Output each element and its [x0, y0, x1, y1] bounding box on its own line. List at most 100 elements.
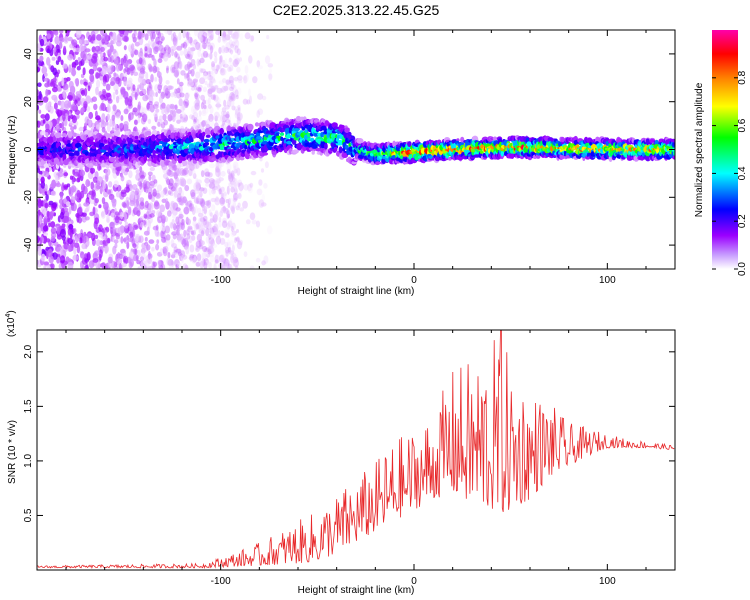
- spectrogram-speckle: [217, 114, 222, 124]
- spectrogram-speckle: [227, 220, 233, 228]
- spectrogram-speckle: [111, 198, 117, 207]
- spectrogram-speckle: [137, 177, 144, 183]
- spectrogram-speckle: [201, 110, 207, 117]
- spectrogram-speckle: [257, 93, 264, 100]
- spectrogram-speckle: [115, 95, 120, 104]
- spectrogram-speckle: [82, 186, 88, 195]
- spectrogram-speckle: [151, 246, 155, 252]
- spectrogram-speckle: [205, 38, 211, 44]
- spectrogram-ridge-cell: [182, 161, 188, 166]
- spectrogram-speckle: [212, 214, 218, 223]
- spectrogram-speckle: [198, 216, 204, 225]
- spectrogram-speckle: [67, 36, 73, 42]
- spectrogram-speckle: [221, 59, 226, 68]
- spectrogram-ridge-core: [557, 147, 560, 150]
- spectrogram-ridge-cell: [105, 152, 110, 157]
- spectrogram-speckle: [87, 85, 91, 92]
- spectrogram-speckle: [197, 193, 203, 202]
- spectrogram-speckle: [260, 202, 267, 207]
- spectrogram-speckle: [191, 255, 197, 264]
- spectrogram-speckle: [125, 186, 130, 193]
- spectrogram-speckle: [124, 221, 129, 229]
- spectrogram-speckle: [46, 48, 50, 54]
- spectrogram-speckle: [228, 174, 234, 183]
- spectrogram-speckle: [194, 92, 198, 100]
- spectrogram-speckle: [236, 48, 241, 56]
- spectrogram-ridge-cell: [324, 120, 330, 125]
- spectrogram-speckle: [198, 110, 202, 117]
- spectrogram-speckle: [128, 170, 133, 179]
- spectrogram-speckle: [142, 88, 147, 94]
- spectrogram-speckle: [207, 248, 212, 255]
- spectrogram-speckle: [160, 230, 164, 239]
- spectrogram-speckle: [228, 75, 234, 84]
- spectrogram-speckle: [216, 87, 223, 94]
- spectrogram-speckle: [42, 119, 46, 124]
- spectrogram-speckle: [59, 191, 64, 200]
- spectrogram-speckle: [207, 104, 212, 109]
- spectrogram-speckle: [202, 50, 206, 58]
- spectrogram-speckle: [230, 205, 235, 212]
- spectrogram-speckle: [202, 50, 209, 58]
- spectrogram-speckle: [62, 83, 69, 90]
- spectrogram-speckle: [236, 66, 241, 73]
- spectrogram-speckle: [42, 96, 49, 103]
- spectrogram-speckle: [182, 237, 186, 245]
- spectrogram-speckle: [137, 52, 143, 58]
- spectrogram-speckle: [184, 114, 188, 122]
- spectrogram-speckle: [191, 206, 196, 215]
- spectrogram-speckle: [249, 182, 254, 188]
- spectrogram-speckle: [196, 207, 202, 214]
- spectrogram-speckle: [128, 206, 132, 216]
- spectrogram-speckle: [249, 265, 255, 269]
- spectrogram-speckle: [245, 219, 251, 225]
- spectrogram-ridge-cell: [334, 146, 338, 152]
- spectrogram-speckle: [200, 35, 206, 44]
- spectrogram-speckle: [208, 239, 215, 245]
- spectrogram-speckle: [195, 240, 202, 248]
- spectrogram-speckle: [207, 30, 213, 37]
- spectrogram-speckle: [170, 103, 175, 110]
- spectrogram-speckle: [233, 106, 240, 112]
- spectrogram-speckle: [155, 92, 159, 97]
- spectrogram-speckle: [238, 182, 244, 192]
- spectrogram-speckle: [194, 187, 200, 195]
- spectrogram-speckle: [67, 228, 72, 236]
- spectrogram-speckle: [78, 206, 83, 215]
- spectrogram-speckle: [227, 66, 232, 72]
- spectrogram-speckle: [84, 216, 90, 221]
- spectrogram-speckle: [96, 79, 101, 89]
- spectrogram-speckle: [200, 37, 204, 43]
- spectrogram-speckle: [232, 177, 236, 183]
- spectrogram-speckle: [189, 256, 193, 262]
- spectrogram-speckle: [106, 213, 110, 223]
- spectrogram-speckle: [214, 210, 219, 219]
- spectrogram-speckle: [187, 227, 193, 233]
- spectrogram-speckle: [197, 87, 202, 92]
- spectrogram-speckle: [177, 188, 182, 194]
- spectrogram-speckle: [213, 185, 218, 190]
- spectrogram-speckle: [231, 230, 237, 236]
- spectrogram-speckle: [123, 68, 127, 74]
- spectrogram-speckle: [46, 56, 51, 66]
- spectrogram-speckle: [211, 204, 216, 212]
- spectrogram-speckle: [127, 30, 133, 34]
- spectrogram-speckle: [157, 31, 161, 39]
- spectrogram-speckle: [212, 243, 218, 248]
- spectrogram-speckle: [187, 78, 193, 86]
- spectrogram-ridge-core: [470, 147, 473, 150]
- spectrogram-speckle: [139, 221, 144, 228]
- spectrogram-speckle: [215, 168, 221, 178]
- spectrogram-speckle: [116, 170, 120, 177]
- spectrogram-speckle: [38, 109, 42, 114]
- spectrogram-speckle: [68, 64, 72, 73]
- spectrogram-ridge-core: [452, 148, 455, 151]
- spectrogram-speckle: [228, 246, 232, 254]
- spectrogram-ridge-cell: [163, 138, 171, 143]
- spectrogram-speckle: [47, 217, 50, 223]
- spectrogram-speckle: [208, 209, 212, 217]
- spectrogram-speckle: [91, 55, 98, 64]
- spectrogram-speckle: [55, 124, 61, 132]
- spectrogram-speckle: [200, 102, 204, 110]
- spectrogram-speckle: [221, 195, 226, 205]
